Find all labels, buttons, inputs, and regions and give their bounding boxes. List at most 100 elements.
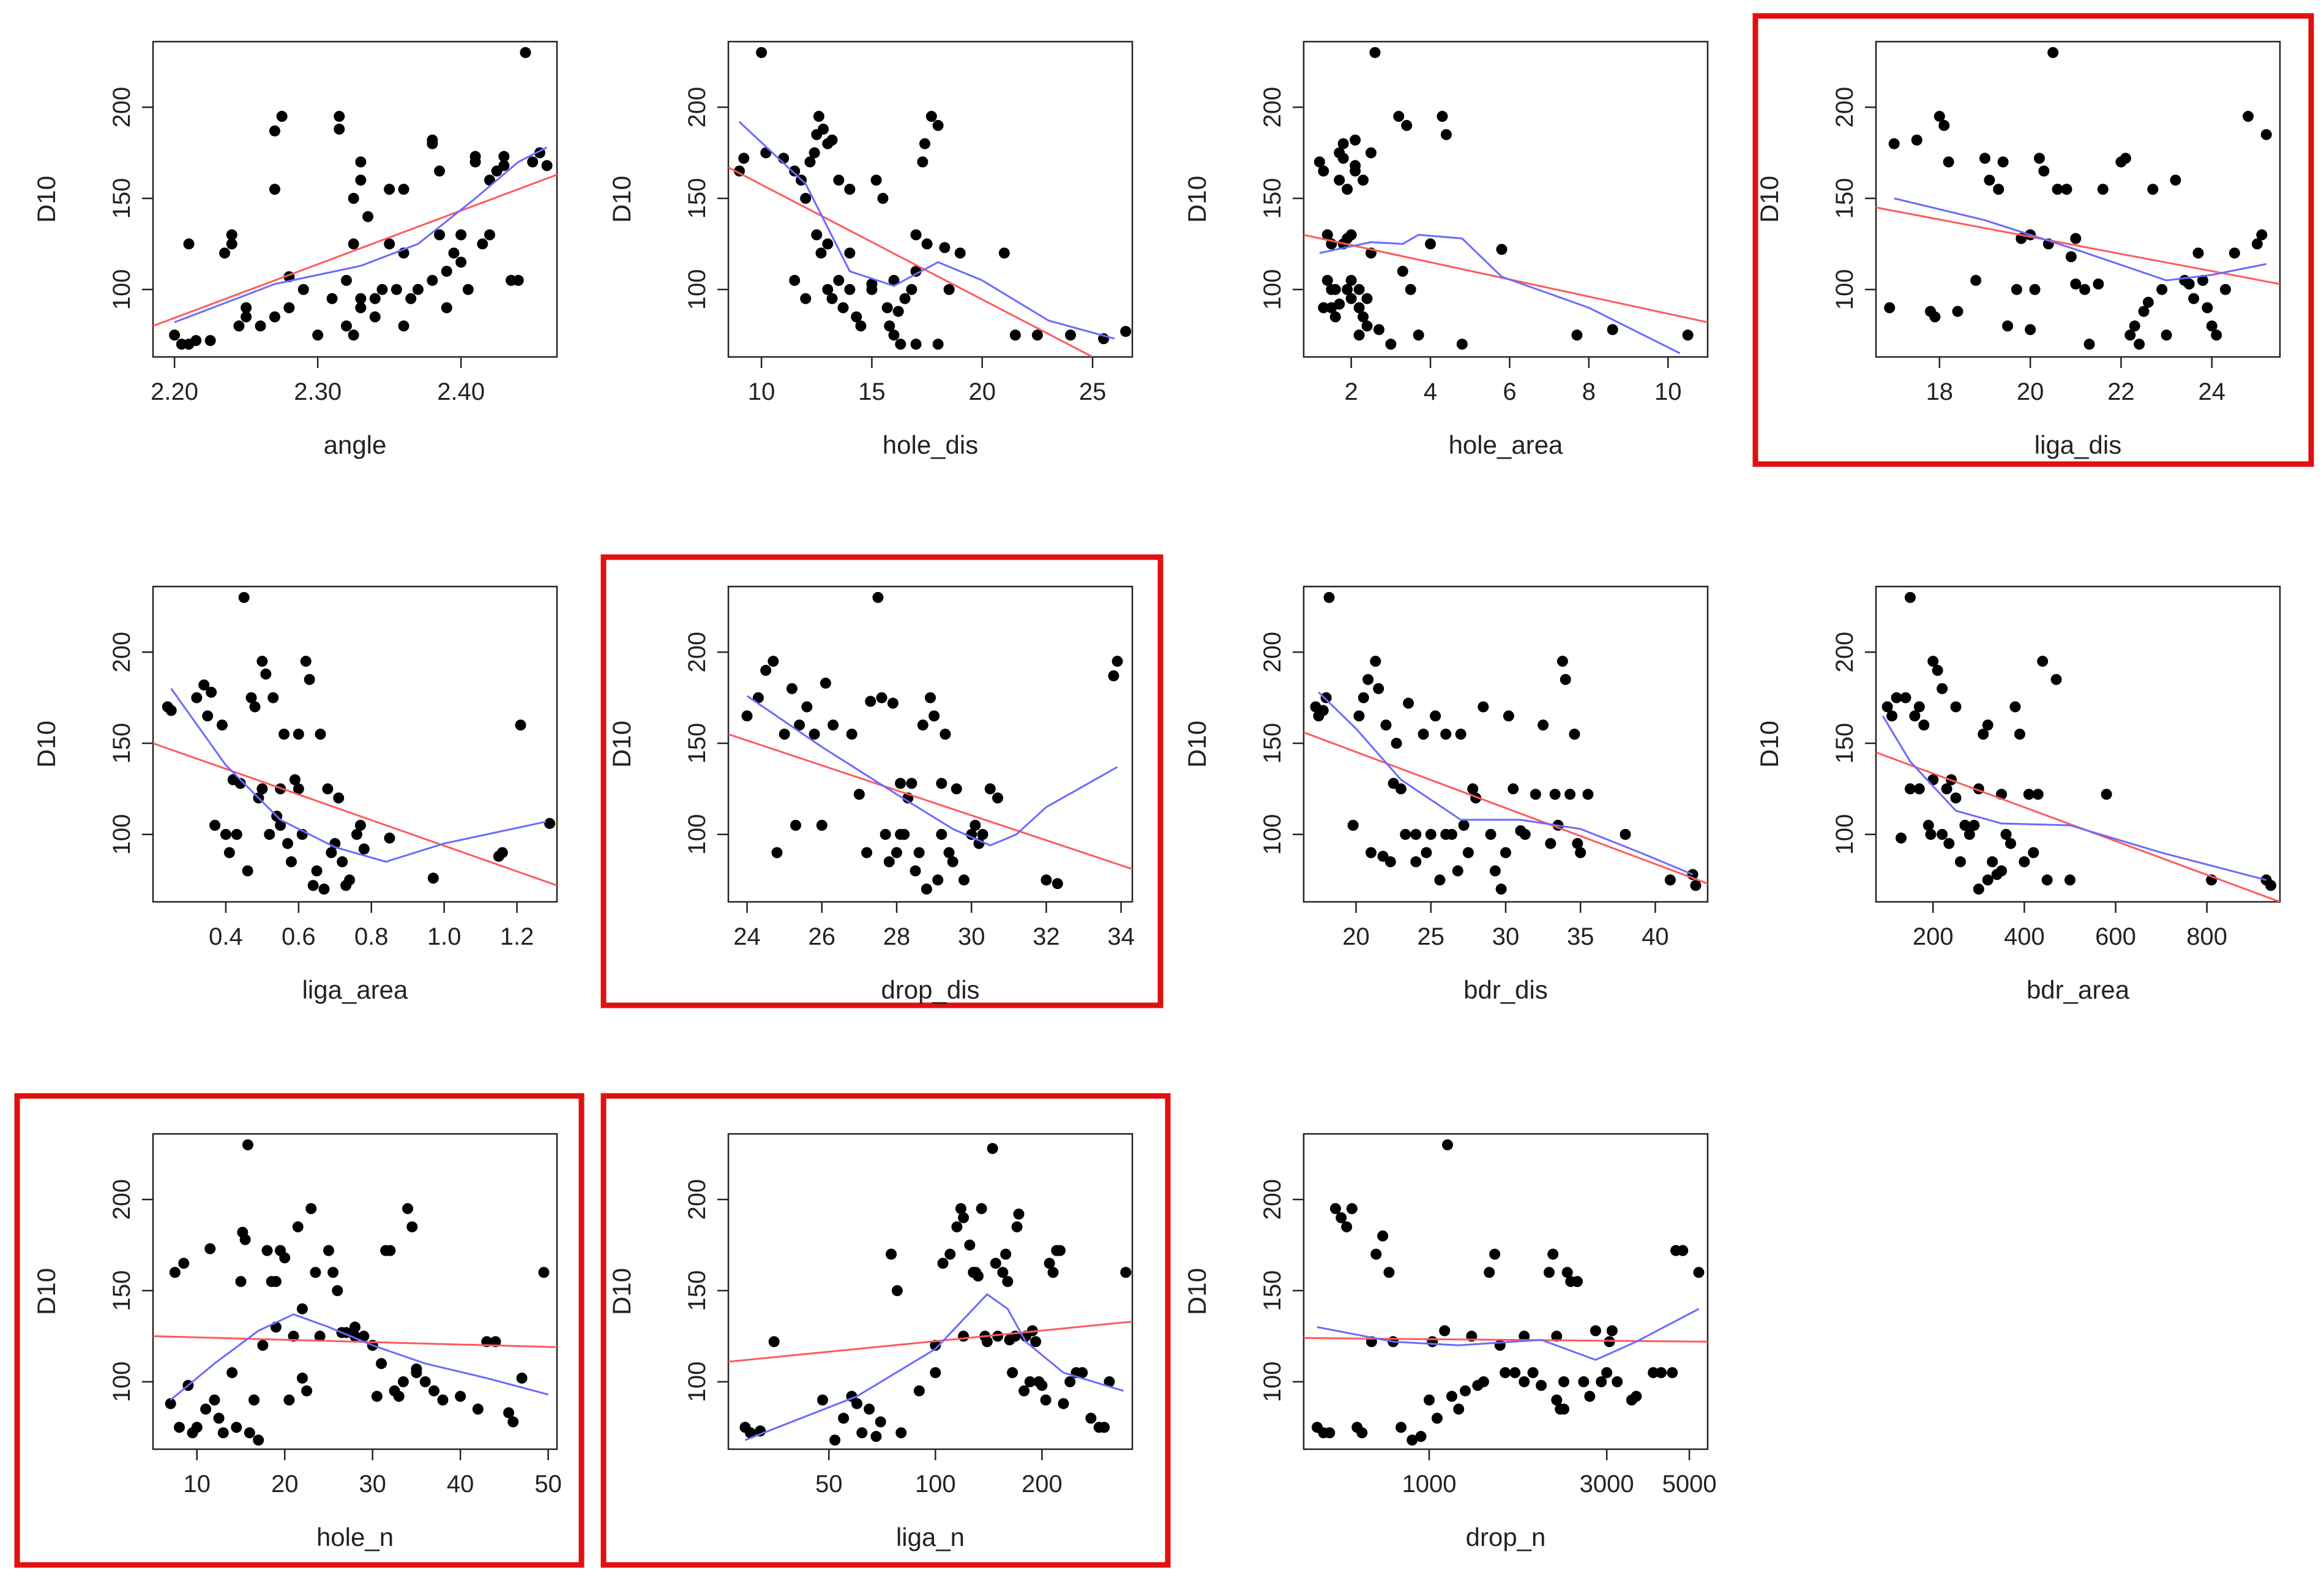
x-tick-label: 100 bbox=[915, 1471, 956, 1498]
data-point bbox=[932, 874, 944, 886]
data-point bbox=[1937, 828, 1948, 840]
data-point bbox=[1396, 1422, 1407, 1433]
data-point bbox=[992, 792, 1003, 804]
data-point bbox=[752, 692, 764, 703]
data-point bbox=[376, 1358, 387, 1370]
data-point bbox=[801, 701, 813, 713]
data-point bbox=[541, 160, 553, 171]
data-point bbox=[2183, 278, 2195, 290]
y-tick-label: 150 bbox=[684, 178, 711, 219]
data-point bbox=[275, 819, 286, 831]
data-point bbox=[1018, 1385, 1030, 1397]
data-point bbox=[202, 710, 214, 722]
data-point bbox=[940, 729, 951, 740]
y-tick-label: 100 bbox=[108, 269, 135, 310]
data-point bbox=[760, 147, 772, 159]
data-point bbox=[315, 729, 326, 740]
data-point bbox=[2033, 152, 2045, 164]
data-point bbox=[1031, 329, 1043, 341]
data-point bbox=[245, 692, 257, 703]
data-point bbox=[1478, 701, 1489, 713]
x-tick-label: 3000 bbox=[1580, 1471, 1634, 1498]
data-point bbox=[1918, 719, 1930, 731]
data-point bbox=[936, 828, 947, 840]
plot-box bbox=[727, 585, 1134, 903]
data-point bbox=[829, 1435, 841, 1446]
data-point bbox=[282, 838, 293, 849]
data-point bbox=[332, 1285, 343, 1297]
data-point bbox=[1353, 710, 1365, 722]
data-point bbox=[1952, 306, 1963, 317]
x-tick-label: 2.30 bbox=[294, 378, 342, 405]
data-point bbox=[1320, 692, 1332, 703]
data-point bbox=[244, 1427, 255, 1439]
data-point bbox=[987, 1142, 998, 1154]
data-point bbox=[1596, 1376, 1607, 1387]
x-tick-label: 18 bbox=[1926, 378, 1954, 405]
data-point bbox=[1612, 1376, 1623, 1387]
data-point bbox=[1424, 1394, 1435, 1406]
data-point bbox=[1391, 738, 1402, 749]
data-point bbox=[1478, 1376, 1489, 1387]
data-point bbox=[516, 1372, 528, 1384]
data-point bbox=[1551, 1394, 1563, 1406]
data-point bbox=[910, 339, 922, 350]
data-point bbox=[1664, 874, 1676, 886]
data-point bbox=[2243, 111, 2254, 122]
data-point bbox=[169, 329, 181, 341]
x-tick-label: 28 bbox=[883, 923, 911, 950]
data-point bbox=[220, 828, 231, 840]
data-point bbox=[990, 1258, 1001, 1269]
data-point bbox=[1007, 1367, 1018, 1378]
data-point bbox=[1434, 874, 1446, 886]
data-point bbox=[930, 1367, 941, 1378]
data-point bbox=[895, 339, 906, 350]
data-point bbox=[419, 1376, 431, 1387]
data-point bbox=[349, 1321, 361, 1333]
data-point bbox=[1410, 856, 1422, 868]
linear-fit-line bbox=[728, 733, 1132, 870]
y-axis-title: D10 bbox=[1183, 176, 1211, 223]
data-point bbox=[1120, 1267, 1132, 1278]
data-point bbox=[2161, 329, 2172, 341]
data-point bbox=[255, 320, 266, 332]
data-point bbox=[1891, 692, 1902, 703]
data-point bbox=[741, 710, 753, 722]
data-point bbox=[1410, 828, 1422, 840]
data-point bbox=[876, 692, 887, 703]
panel-angle: 2.20 2.30 2.40 100 150 200 angle D10 bbox=[32, 40, 558, 459]
data-point bbox=[1913, 701, 1925, 713]
smooth-line bbox=[174, 146, 548, 323]
data-point bbox=[351, 828, 362, 840]
data-point bbox=[269, 311, 280, 323]
data-point bbox=[311, 865, 323, 877]
data-point bbox=[833, 174, 845, 186]
data-point bbox=[223, 847, 235, 858]
data-point bbox=[2220, 283, 2232, 295]
y-tick-label: 200 bbox=[108, 87, 135, 128]
data-point bbox=[1383, 1267, 1395, 1278]
data-point bbox=[1606, 1325, 1618, 1337]
data-point bbox=[178, 1258, 190, 1269]
data-point bbox=[1370, 656, 1381, 667]
data-point bbox=[947, 856, 958, 868]
data-point bbox=[2064, 874, 2076, 886]
data-point bbox=[1415, 1431, 1427, 1442]
data-point bbox=[235, 1276, 247, 1288]
y-axis-title: D10 bbox=[1183, 1268, 1211, 1315]
x-tick-label: 34 bbox=[1107, 923, 1135, 950]
data-point bbox=[2251, 238, 2263, 250]
data-point bbox=[944, 1248, 956, 1260]
x-tick-label: 26 bbox=[809, 923, 836, 950]
data-point bbox=[1484, 1267, 1495, 1278]
data-point bbox=[1584, 1390, 1596, 1402]
smooth-line bbox=[738, 121, 1115, 340]
data-point bbox=[369, 293, 381, 304]
data-point bbox=[2061, 184, 2072, 195]
panel-liga-dis: 18 20 22 24 100 150 200 liga_dis D10 bbox=[1752, 13, 2314, 467]
data-point bbox=[1485, 828, 1496, 840]
data-point bbox=[1431, 1412, 1443, 1424]
data-point bbox=[384, 832, 395, 844]
data-point bbox=[899, 293, 911, 304]
data-point bbox=[906, 283, 917, 295]
